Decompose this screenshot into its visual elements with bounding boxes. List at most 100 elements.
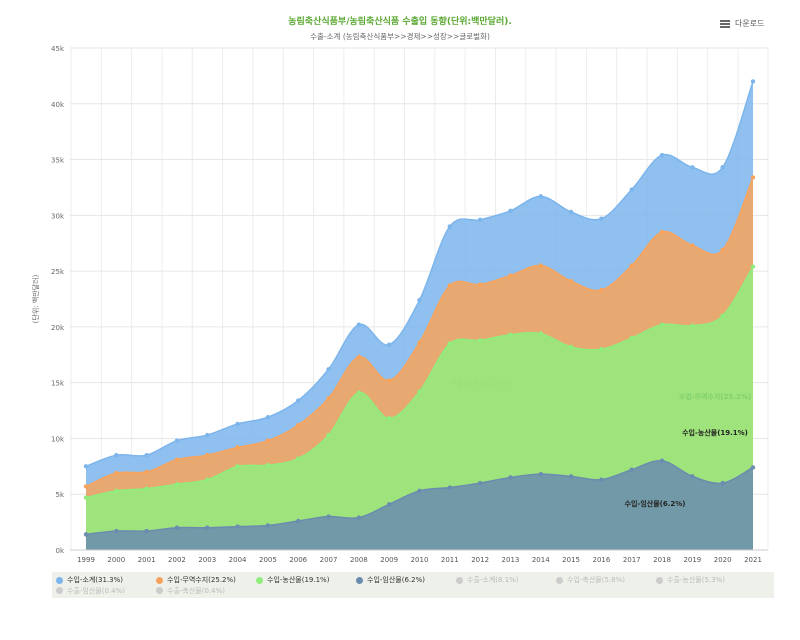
data-point[interactable] <box>83 532 89 537</box>
data-point[interactable] <box>538 471 543 477</box>
data-point[interactable] <box>265 523 271 528</box>
data-point[interactable] <box>538 331 543 336</box>
data-point[interactable] <box>599 287 604 293</box>
data-point[interactable] <box>356 515 362 520</box>
data-point[interactable] <box>477 282 483 287</box>
data-point[interactable] <box>659 458 665 463</box>
data-point[interactable] <box>508 208 513 214</box>
data-point[interactable] <box>265 463 271 468</box>
data-point[interactable] <box>296 422 301 428</box>
data-point[interactable] <box>205 452 210 458</box>
data-point[interactable] <box>447 341 453 346</box>
data-point[interactable] <box>326 514 331 519</box>
data-point[interactable] <box>235 464 240 469</box>
data-point[interactable] <box>659 322 665 327</box>
data-point[interactable] <box>508 273 513 278</box>
legend-item[interactable]: 수출-소계(8.1%) <box>456 575 556 585</box>
data-point[interactable] <box>690 165 695 170</box>
data-point[interactable] <box>568 344 574 350</box>
data-point[interactable] <box>83 464 89 469</box>
legend-item[interactable]: 수입-소계(31.3%) <box>56 575 156 585</box>
data-point[interactable] <box>326 367 331 372</box>
data-point[interactable] <box>659 152 665 158</box>
legend-item[interactable]: 수출-축산물(0.4%) <box>156 586 256 596</box>
data-point[interactable] <box>629 187 634 192</box>
data-point[interactable] <box>326 396 331 401</box>
series-area[interactable] <box>86 460 753 550</box>
data-point[interactable] <box>386 416 392 421</box>
data-point[interactable] <box>144 528 149 534</box>
data-point[interactable] <box>417 340 422 345</box>
data-point[interactable] <box>568 474 574 479</box>
data-point[interactable] <box>296 456 301 461</box>
data-point[interactable] <box>477 217 483 222</box>
data-point[interactable] <box>205 525 210 530</box>
data-point[interactable] <box>477 338 483 343</box>
data-point[interactable] <box>235 445 240 450</box>
data-point[interactable] <box>477 480 483 486</box>
data-point[interactable] <box>750 264 756 269</box>
data-point[interactable] <box>417 389 422 394</box>
data-point[interactable] <box>447 485 453 490</box>
data-point[interactable] <box>265 438 271 443</box>
data-point[interactable] <box>568 278 574 284</box>
data-point[interactable] <box>205 432 210 438</box>
data-point[interactable] <box>599 477 604 482</box>
data-point[interactable] <box>629 467 634 472</box>
data-point[interactable] <box>235 421 240 427</box>
download-button[interactable]: 다운로드 <box>720 18 764 29</box>
data-point[interactable] <box>690 474 695 479</box>
data-point[interactable] <box>114 452 119 458</box>
data-point[interactable] <box>508 332 513 337</box>
data-point[interactable] <box>356 322 362 327</box>
data-point[interactable] <box>144 452 149 458</box>
data-point[interactable] <box>386 502 392 507</box>
data-point[interactable] <box>205 477 210 482</box>
data-point[interactable] <box>83 495 89 500</box>
legend-item[interactable]: 수출-농산물(5.3%) <box>656 575 756 585</box>
data-point[interactable] <box>326 432 331 438</box>
data-point[interactable] <box>144 469 149 475</box>
data-point[interactable] <box>174 525 180 530</box>
legend-item[interactable]: 수입-농산물(19.1%) <box>256 575 356 585</box>
data-point[interactable] <box>538 263 543 268</box>
data-point[interactable] <box>750 175 756 180</box>
data-point[interactable] <box>720 480 725 486</box>
data-point[interactable] <box>356 390 362 395</box>
data-point[interactable] <box>174 457 180 462</box>
legend-item[interactable]: 수입-무역수지(25.2%) <box>156 575 256 585</box>
legend-item[interactable]: 수입-임산물(6.2%) <box>356 575 456 585</box>
data-point[interactable] <box>174 481 180 487</box>
data-point[interactable] <box>447 224 453 229</box>
data-point[interactable] <box>144 486 149 491</box>
data-point[interactable] <box>599 347 604 352</box>
data-point[interactable] <box>174 438 180 443</box>
data-point[interactable] <box>386 378 392 383</box>
data-point[interactable] <box>235 524 240 529</box>
data-point[interactable] <box>296 518 301 524</box>
data-point[interactable] <box>417 488 422 494</box>
data-point[interactable] <box>538 194 543 199</box>
data-point[interactable] <box>114 488 119 494</box>
data-point[interactable] <box>599 216 604 221</box>
data-point[interactable] <box>265 415 271 420</box>
data-point[interactable] <box>629 335 634 341</box>
data-point[interactable] <box>114 470 119 476</box>
data-point[interactable] <box>386 342 392 347</box>
data-point[interactable] <box>417 297 422 303</box>
data-point[interactable] <box>659 229 665 235</box>
legend-item[interactable]: 수출-임산물(0.4%) <box>56 586 156 596</box>
data-point[interactable] <box>114 528 119 534</box>
data-point[interactable] <box>83 484 89 489</box>
data-point[interactable] <box>720 165 725 170</box>
legend-item[interactable]: 수입-축산물(5.8%) <box>556 575 656 585</box>
data-point[interactable] <box>629 263 634 268</box>
data-point[interactable] <box>296 398 301 403</box>
data-point[interactable] <box>568 209 574 215</box>
data-point[interactable] <box>356 354 362 360</box>
data-point[interactable] <box>508 475 513 480</box>
data-point[interactable] <box>447 283 453 288</box>
data-point[interactable] <box>750 79 756 84</box>
data-point[interactable] <box>690 323 695 328</box>
data-point[interactable] <box>690 243 695 248</box>
